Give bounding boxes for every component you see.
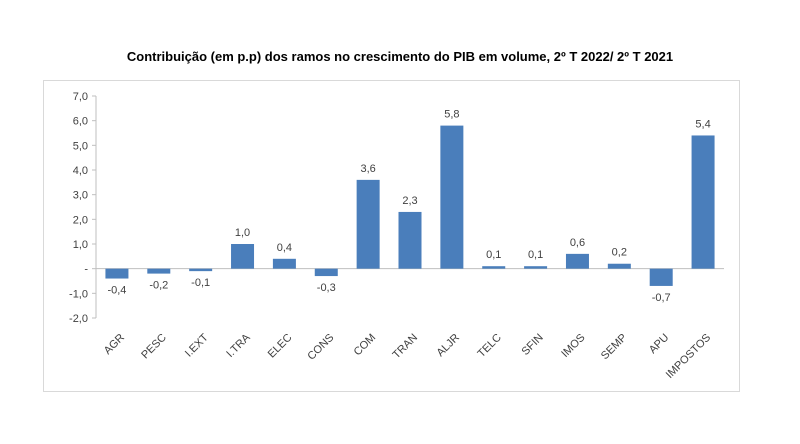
- category-label: TELC: [475, 332, 503, 360]
- category-label: I.TRA: [224, 331, 253, 360]
- data-label: 0,1: [486, 249, 501, 261]
- data-label: -0,4: [107, 285, 126, 297]
- data-label: 0,6: [570, 237, 585, 249]
- data-label: 5,4: [695, 118, 710, 130]
- bar-agr: [105, 268, 129, 279]
- bar-iext: [189, 268, 213, 272]
- category-label: IMPOSTOS: [664, 332, 713, 381]
- bar-aljr: [440, 125, 464, 269]
- data-label: 5,8: [444, 109, 459, 121]
- bar-apu: [649, 268, 673, 286]
- category-label: SEMP: [599, 332, 630, 363]
- bar-pesc: [147, 268, 171, 274]
- category-label: IMOS: [559, 332, 587, 360]
- chart-frame: [43, 80, 740, 392]
- data-label: 0,2: [612, 247, 627, 259]
- category-label: CONS: [305, 332, 336, 363]
- category-label: COM: [352, 332, 379, 359]
- bar-tran: [398, 211, 422, 269]
- data-label: 0,4: [277, 242, 292, 254]
- category-label: ELEC: [266, 332, 295, 361]
- y-tick-label: -1,0: [69, 288, 88, 300]
- bar-itra: [231, 244, 255, 269]
- data-label: 0,1: [528, 249, 543, 261]
- category-label: ALJR: [434, 332, 462, 360]
- category-label: APU: [647, 332, 672, 357]
- y-tick-label: 2,0: [73, 214, 88, 226]
- y-tick-label: 6,0: [73, 116, 88, 128]
- bar-impostos: [691, 135, 715, 269]
- data-label: -0,2: [149, 280, 168, 292]
- category-label: I.EXT: [183, 331, 211, 359]
- bar-sfin: [524, 266, 548, 269]
- bar-imos: [565, 253, 589, 269]
- category-label: AGR: [102, 332, 127, 357]
- y-tick-label: 3,0: [73, 190, 88, 202]
- data-label: -0,1: [191, 277, 210, 289]
- y-tick-label: -2,0: [69, 313, 88, 325]
- chart-title: Contribuição (em p.p) dos ramos no cresc…: [126, 49, 674, 64]
- category-label: SFIN: [520, 332, 546, 358]
- bar-com: [356, 179, 380, 269]
- data-label: -0,7: [652, 292, 671, 304]
- data-label: -0,3: [317, 282, 336, 294]
- y-tick-label: 1,0: [73, 239, 88, 251]
- data-label: 2,3: [402, 195, 417, 207]
- data-label: 1,0: [235, 227, 250, 239]
- bar-telc: [482, 266, 506, 269]
- bar-elec: [272, 258, 296, 269]
- bar-cons: [314, 268, 338, 277]
- y-tick-label: 5,0: [73, 140, 88, 152]
- data-label: 3,6: [360, 163, 375, 175]
- category-label: TRAN: [390, 332, 420, 362]
- category-label: PESC: [139, 332, 169, 362]
- bar-semp: [607, 263, 631, 269]
- y-tick-label: 7,0: [73, 91, 88, 103]
- y-tick-label: 4,0: [73, 165, 88, 177]
- y-tick-label: -: [84, 264, 88, 276]
